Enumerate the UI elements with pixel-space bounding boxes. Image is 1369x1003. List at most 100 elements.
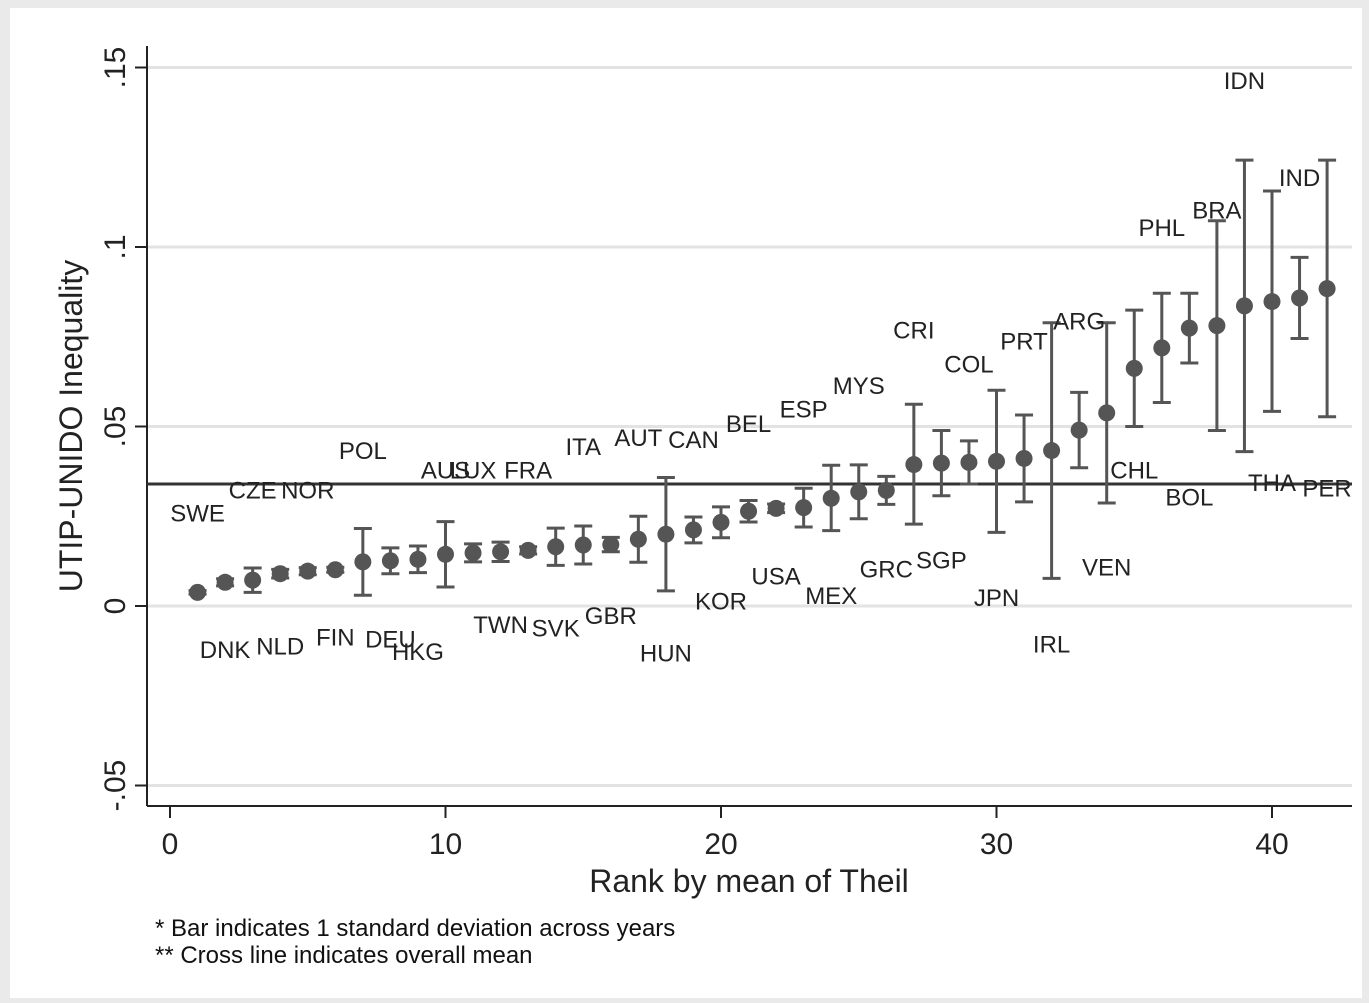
point-label: CAN xyxy=(668,427,719,454)
y-tick-label: -.05 xyxy=(99,760,132,812)
note-line-2: ** Cross line indicates overall mean xyxy=(155,942,533,969)
point-label: IDN xyxy=(1224,68,1265,95)
point-label: CRI xyxy=(893,318,934,345)
data-point xyxy=(1043,442,1061,460)
data-point xyxy=(1263,293,1281,311)
point-label: SGP xyxy=(916,547,967,574)
point-label: TWN xyxy=(473,612,528,639)
data-point xyxy=(1318,280,1336,298)
point-label: BEL xyxy=(726,411,771,438)
data-point xyxy=(299,562,317,580)
point-label: CZE xyxy=(229,477,277,504)
point-label: BRA xyxy=(1192,197,1241,224)
point-label: MYS xyxy=(833,373,885,400)
data-point xyxy=(629,530,647,548)
point-label: THA xyxy=(1248,470,1296,497)
data-point xyxy=(795,499,813,517)
data-point xyxy=(409,550,427,568)
point-label: IRL xyxy=(1033,632,1070,659)
data-point xyxy=(1235,297,1253,315)
chart-background xyxy=(10,8,1362,998)
x-tick-label: 40 xyxy=(1255,828,1288,861)
data-point xyxy=(850,483,868,501)
gridlines xyxy=(147,66,1352,787)
data-point xyxy=(1070,421,1088,439)
data-point xyxy=(216,573,234,591)
data-point xyxy=(767,499,785,517)
data-point xyxy=(1180,319,1198,337)
x-tick-label: 0 xyxy=(162,828,179,861)
point-label: HKG xyxy=(392,639,444,666)
point-label: ITA xyxy=(565,434,601,461)
point-label: CHL xyxy=(1110,458,1158,485)
data-point xyxy=(326,561,344,579)
data-point xyxy=(381,552,399,570)
y-axis-title: UTIP-UNIDO Inequality xyxy=(53,260,89,593)
point-label: FIN xyxy=(316,624,355,651)
point-label: NLD xyxy=(256,633,304,660)
data-point xyxy=(437,545,454,563)
point-label: SWE xyxy=(170,501,225,528)
point-label: AUT xyxy=(614,425,662,452)
data-point xyxy=(712,513,730,531)
point-label: AUS xyxy=(421,458,470,485)
point-label: FRA xyxy=(504,458,552,485)
point-label: GRC xyxy=(860,556,913,583)
point-label: BOL xyxy=(1165,484,1213,511)
data-point xyxy=(988,452,1005,470)
data-point xyxy=(905,456,923,474)
data-point xyxy=(822,489,840,507)
point-label: POL xyxy=(339,438,387,465)
point-label: ARG xyxy=(1053,309,1105,336)
data-point xyxy=(244,571,262,589)
x-tick-label: 20 xyxy=(704,828,737,861)
data-point xyxy=(932,454,950,472)
point-label: COL xyxy=(944,352,993,379)
y-tick-label: .05 xyxy=(99,406,132,448)
point-label: DNK xyxy=(200,637,251,664)
data-point xyxy=(492,543,510,561)
data-points xyxy=(189,280,1336,601)
x-axis-ticks: 0 10 20 30 40 xyxy=(162,806,1289,861)
data-point xyxy=(271,565,289,583)
point-label: VEN xyxy=(1082,554,1131,581)
point-label: IND xyxy=(1279,165,1320,192)
data-point xyxy=(547,538,565,556)
point-label: USA xyxy=(751,563,800,590)
y-tick-label: .15 xyxy=(99,47,132,89)
data-point xyxy=(602,536,620,554)
y-axis-ticks: -.05 0 .05 .1 .15 xyxy=(99,47,147,812)
data-point xyxy=(1291,289,1309,307)
data-point xyxy=(877,481,895,499)
point-label: ESP xyxy=(780,397,828,424)
y-tick-label: 0 xyxy=(99,598,132,615)
data-point xyxy=(1125,359,1143,377)
point-label: HUN xyxy=(640,641,692,668)
data-point xyxy=(354,553,372,571)
data-point xyxy=(189,583,207,601)
data-point xyxy=(519,541,537,559)
data-point xyxy=(684,521,702,539)
data-point xyxy=(1208,317,1226,335)
x-axis-title: Rank by mean of Theil xyxy=(589,863,909,899)
data-point xyxy=(740,502,758,520)
point-label: PHL xyxy=(1138,215,1185,242)
data-point xyxy=(657,525,675,543)
point-label: GBR xyxy=(585,603,637,630)
data-point xyxy=(960,453,978,471)
point-label: KOR xyxy=(695,589,747,616)
x-tick-label: 30 xyxy=(980,828,1013,861)
data-point xyxy=(1015,449,1033,467)
y-tick-label: .1 xyxy=(99,234,132,259)
point-label: LUX xyxy=(450,458,497,485)
data-point xyxy=(574,536,592,554)
point-label: JPN xyxy=(974,585,1019,612)
point-label: SVK xyxy=(532,616,580,643)
point-label: PRT xyxy=(1000,328,1048,355)
point-label: DEU xyxy=(365,626,416,653)
point-label: NOR xyxy=(281,477,334,504)
point-label: PER xyxy=(1302,476,1351,503)
data-point xyxy=(1153,339,1171,357)
point-label: MEX xyxy=(805,583,857,610)
